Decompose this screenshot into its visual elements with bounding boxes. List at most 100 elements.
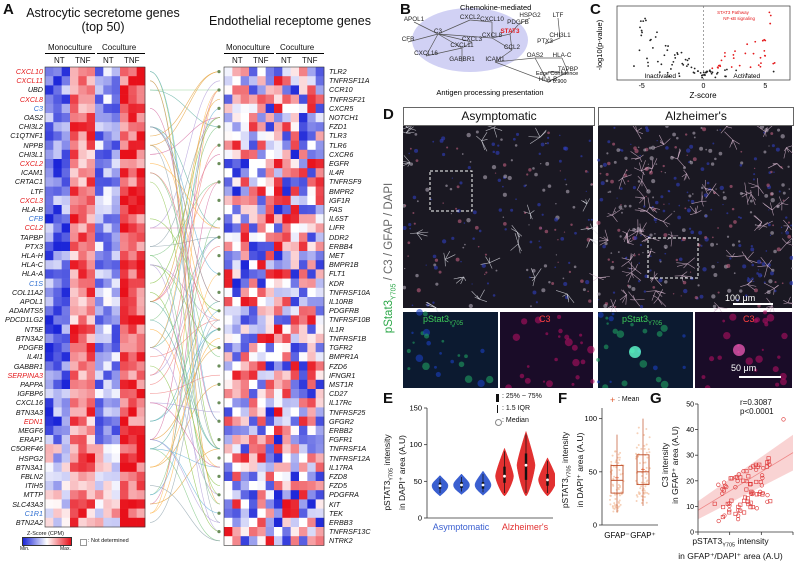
volcano-point xyxy=(724,52,726,54)
heatmap-cell xyxy=(45,380,54,390)
heatmap-cell xyxy=(112,315,121,325)
heatmap-cell xyxy=(241,343,250,353)
heatmap-cell xyxy=(249,334,258,344)
heatmap-cell xyxy=(112,463,121,473)
inset-cell xyxy=(457,354,460,357)
inset-cell xyxy=(558,329,562,333)
heatmap-cell xyxy=(62,407,71,417)
group-asymptomatic-header: Asymptomatic xyxy=(403,107,595,126)
heatmap-cell xyxy=(120,371,129,381)
heatmap-cell xyxy=(266,444,275,454)
heatmap-cell xyxy=(291,177,300,187)
cell-signal xyxy=(547,131,550,134)
heatmap-cell xyxy=(137,260,146,270)
cell-signal xyxy=(621,212,623,214)
heatmap-cell xyxy=(241,509,250,518)
heatmap-cell xyxy=(95,499,104,509)
heatmap-cell xyxy=(291,159,300,169)
heatmap-cell xyxy=(137,481,146,491)
data-point xyxy=(645,492,647,494)
data-point xyxy=(619,500,621,502)
cell-signal xyxy=(634,236,638,240)
heatmap-cell xyxy=(128,269,137,279)
link-node xyxy=(217,144,220,147)
heatmap-cell xyxy=(224,260,233,270)
cell-signal xyxy=(516,133,519,136)
secretome-gene: NT5E xyxy=(0,325,43,334)
heatmap-cell xyxy=(274,76,283,86)
heatmap-cell xyxy=(103,242,112,252)
cell-signal xyxy=(554,218,558,222)
cell-signal xyxy=(566,190,570,194)
heatmap-cell xyxy=(78,242,87,252)
heatmap-cell xyxy=(299,407,308,417)
heatmap-cell xyxy=(307,472,316,482)
cell-signal xyxy=(770,132,773,135)
heatmap-cell xyxy=(87,260,96,270)
heatmap-cell xyxy=(45,444,54,454)
heatmap-cell xyxy=(45,242,54,252)
heatmap-cell xyxy=(282,76,291,86)
heatmap-cell xyxy=(70,159,79,169)
cell-signal xyxy=(589,140,591,142)
heatmap-cell xyxy=(103,371,112,381)
heatmap-cell xyxy=(95,122,104,132)
cell-signal xyxy=(650,248,652,250)
heatmap-cell xyxy=(299,150,308,160)
heatmap-cell xyxy=(299,444,308,454)
heatmap-cell xyxy=(103,177,112,187)
heatmap-cell xyxy=(137,113,146,123)
heatmap-cell xyxy=(291,490,300,500)
heatmap-cell xyxy=(87,269,96,279)
cell-signal xyxy=(751,245,753,247)
cell-signal xyxy=(600,173,602,175)
data-point xyxy=(617,457,619,459)
heatmap-cell xyxy=(120,159,129,169)
data-point xyxy=(618,459,620,461)
inset-cell xyxy=(609,316,614,321)
heatmap-cell xyxy=(266,260,275,270)
volcano-point xyxy=(714,76,716,78)
heatmap-cell xyxy=(316,269,325,279)
heatmap-cell xyxy=(78,444,87,454)
cell-signal xyxy=(787,166,789,168)
heatmap-cell xyxy=(249,122,258,132)
inset-cell xyxy=(575,375,579,379)
cell-signal xyxy=(713,273,717,277)
cell-signal xyxy=(648,164,649,165)
heatmap-cell xyxy=(137,325,146,335)
network-node: CFB xyxy=(402,36,415,43)
heatmap-cell xyxy=(103,499,112,509)
heatmap-cell xyxy=(78,168,87,178)
link-node xyxy=(217,125,220,128)
cell-signal xyxy=(692,132,695,135)
heatmap-cell xyxy=(299,398,308,408)
network-node: OAS2 xyxy=(527,52,544,59)
heatmap-cell-nd xyxy=(291,223,300,233)
heatmap-cell xyxy=(120,306,129,316)
heatmap-cell-nd xyxy=(232,131,241,141)
channel-pstat3-sub: Y705 xyxy=(390,284,397,300)
cell-signal xyxy=(513,138,516,141)
secretome-gene: LTF xyxy=(0,187,43,196)
cell-signal xyxy=(698,231,702,235)
y-tick: 30 xyxy=(686,453,694,460)
cell-signal xyxy=(492,165,496,169)
heatmap-cell xyxy=(112,159,121,169)
heatmap-cell xyxy=(70,223,79,233)
cell-signal xyxy=(616,198,617,199)
heatmap-cell xyxy=(128,95,137,105)
data-point xyxy=(644,496,646,498)
heatmap-cell xyxy=(78,352,87,362)
secretome-gene: BTN3A1 xyxy=(0,463,43,472)
cell-signal xyxy=(407,255,409,257)
inset-cell xyxy=(558,335,561,338)
heatmap-cell xyxy=(224,251,233,261)
heatmap-cell xyxy=(241,389,250,399)
heatmap-cell xyxy=(299,159,308,169)
heatmap-cell xyxy=(307,297,316,307)
heatmap-cell xyxy=(241,426,250,436)
secretome-gene: ITIH5 xyxy=(0,481,43,490)
cell-signal xyxy=(723,191,725,193)
secretome-gene: PAPPA xyxy=(0,380,43,389)
